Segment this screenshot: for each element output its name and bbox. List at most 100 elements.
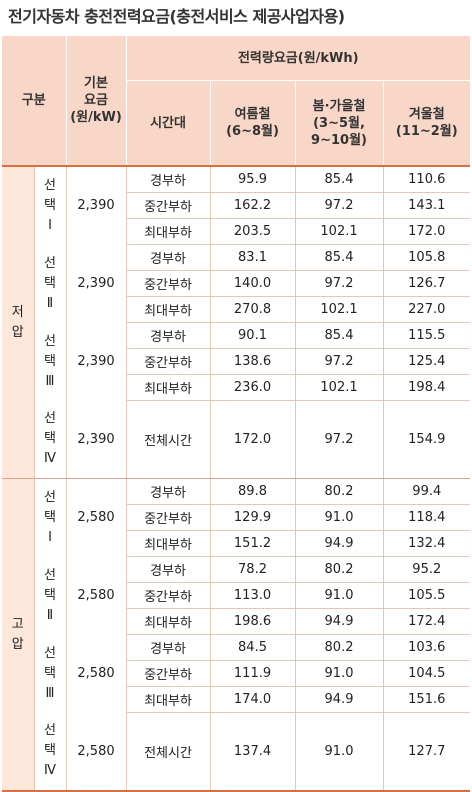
table-row: 최대부하 174.0 94.9 151.6 — [2, 686, 471, 713]
spring-fall-rate-cell: 102.1 — [295, 374, 384, 401]
winter-rate-cell: 154.9 — [383, 400, 471, 479]
winter-rate-cell: 105.5 — [383, 582, 471, 609]
time-band-cell: 경부하 — [126, 478, 211, 505]
table-row: 최대부하 198.6 94.9 172.4 — [2, 608, 471, 635]
summer-rate-cell: 95.9 — [210, 166, 296, 193]
spring-fall-rate-cell: 91.0 — [295, 504, 384, 531]
table-row: 최대부하 203.5 102.1 172.0 — [2, 218, 471, 245]
winter-rate-cell: 127.7 — [383, 712, 471, 792]
base-fee-cell: 2,390 — [66, 400, 127, 479]
time-band-cell: 중간부하 — [126, 270, 211, 297]
time-band-cell: 경부하 — [126, 634, 211, 661]
winter-rate-cell: 99.4 — [383, 478, 471, 505]
time-band-cell: 최대부하 — [126, 374, 211, 401]
winter-rate-cell: 198.4 — [383, 374, 471, 401]
time-band-cell: 중간부하 — [126, 348, 211, 375]
spring-fall-rate-cell: 94.9 — [295, 686, 384, 713]
winter-rate-cell: 143.1 — [383, 192, 471, 219]
summer-rate-cell: 137.4 — [210, 712, 296, 792]
summer-rate-cell: 172.0 — [210, 400, 296, 479]
time-band-cell: 중간부하 — [126, 660, 211, 687]
summer-rate-cell: 162.2 — [210, 192, 296, 219]
time-band-cell: 중간부하 — [126, 504, 211, 531]
table-row: 최대부하 151.2 94.9 132.4 — [2, 530, 471, 557]
winter-rate-cell: 125.4 — [383, 348, 471, 375]
spring-fall-rate-cell: 94.9 — [295, 530, 384, 557]
summer-rate-cell: 174.0 — [210, 686, 296, 713]
winter-rate-cell: 151.6 — [383, 686, 471, 713]
summer-rate-cell: 111.9 — [210, 660, 296, 687]
base-fee-cell: 2,580 — [66, 478, 127, 557]
table-body: 저 압 선 택 Ⅰ 2,390 경부하 95.9 85.4 110.6 중간부하 162.2 97.2 1… — [2, 166, 471, 792]
time-band-cell: 경부하 — [126, 166, 211, 193]
summer-rate-cell: 140.0 — [210, 270, 296, 297]
summer-rate-cell: 83.1 — [210, 244, 296, 271]
table-row: 최대부하 270.8 102.1 227.0 — [2, 296, 471, 323]
winter-rate-cell: 115.5 — [383, 322, 471, 349]
time-band-cell: 중간부하 — [126, 192, 211, 219]
table-row: 중간부하 129.9 91.0 118.4 — [2, 504, 471, 531]
winter-rate-cell: 104.5 — [383, 660, 471, 687]
base-fee-cell: 2,390 — [66, 244, 127, 323]
table-row: 고 압 선 택 Ⅰ 2,580 경부하 89.8 80.2 99.4 — [2, 478, 471, 792]
base-fee-cell: 2,580 — [66, 712, 127, 792]
winter-rate-cell: 118.4 — [383, 504, 471, 531]
time-band-cell: 경부하 — [126, 244, 211, 271]
header-winter: 겨울철 (11~2월) — [382, 80, 471, 167]
table-row: 선 택 Ⅳ 2,390 전체시간 172.0 97.2 154.9 — [2, 400, 471, 479]
table-row: 선 택 Ⅳ 2,580 전체시간 137.4 91.0 127.7 — [2, 712, 471, 792]
table-row: 선 택 Ⅲ 2,390 경부하 90.1 85.4 115.5 — [2, 322, 471, 401]
ev-charging-rate-table: 구분 기본 요금 (원/kW) 전력량요금(원/kWh) 시간대 여름철 (6~… — [2, 36, 471, 792]
winter-rate-cell: 132.4 — [383, 530, 471, 557]
table-row: 중간부하 140.0 97.2 126.7 — [2, 270, 471, 297]
winter-rate-cell: 110.6 — [383, 166, 471, 193]
base-fee-cell: 2,580 — [66, 634, 127, 713]
spring-fall-rate-cell: 80.2 — [295, 634, 384, 661]
table-row: 중간부하 111.9 91.0 104.5 — [2, 660, 471, 687]
header-base-fee: 기본 요금 (원/kW) — [65, 36, 127, 167]
summer-rate-cell: 270.8 — [210, 296, 296, 323]
summer-rate-cell: 198.6 — [210, 608, 296, 635]
summer-rate-cell: 113.0 — [210, 582, 296, 609]
spring-fall-rate-cell: 97.2 — [295, 270, 384, 297]
time-band-cell: 최대부하 — [126, 296, 211, 323]
time-band-cell: 최대부하 — [126, 686, 211, 713]
spring-fall-rate-cell: 97.2 — [295, 400, 384, 479]
table-row: 선 택 Ⅱ 2,390 경부하 83.1 85.4 105.8 — [2, 244, 471, 323]
spring-fall-rate-cell: 85.4 — [295, 322, 384, 349]
spring-fall-rate-cell: 85.4 — [295, 166, 384, 193]
spring-fall-rate-cell: 91.0 — [295, 582, 384, 609]
spring-fall-rate-cell: 102.1 — [295, 296, 384, 323]
time-band-cell: 경부하 — [126, 556, 211, 583]
spring-fall-rate-cell: 102.1 — [295, 218, 384, 245]
summer-rate-cell: 203.5 — [210, 218, 296, 245]
spring-fall-rate-cell: 94.9 — [295, 608, 384, 635]
header-spring-fall: 봄·가을철 (3~5월, 9~10월) — [294, 80, 384, 167]
time-band-cell: 경부하 — [126, 322, 211, 349]
summer-rate-cell: 84.5 — [210, 634, 296, 661]
winter-rate-cell: 105.8 — [383, 244, 471, 271]
table-row: 중간부하 162.2 97.2 143.1 — [2, 192, 471, 219]
winter-rate-cell: 103.6 — [383, 634, 471, 661]
spring-fall-rate-cell: 91.0 — [295, 712, 384, 792]
spring-fall-rate-cell: 97.2 — [295, 348, 384, 375]
time-band-cell: 최대부하 — [126, 608, 211, 635]
time-band-cell: 중간부하 — [126, 582, 211, 609]
summer-rate-cell: 90.1 — [210, 322, 296, 349]
spring-fall-rate-cell: 97.2 — [295, 192, 384, 219]
spring-fall-rate-cell: 85.4 — [295, 244, 384, 271]
time-band-cell: 최대부하 — [126, 218, 211, 245]
summer-rate-cell: 89.8 — [210, 478, 296, 505]
table-row: 선 택 Ⅲ 2,580 경부하 84.5 80.2 103.6 — [2, 634, 471, 713]
winter-rate-cell: 172.0 — [383, 218, 471, 245]
table-row: 저 압 선 택 Ⅰ 2,390 경부하 95.9 85.4 110.6 — [2, 166, 471, 479]
summer-rate-cell: 138.6 — [210, 348, 296, 375]
